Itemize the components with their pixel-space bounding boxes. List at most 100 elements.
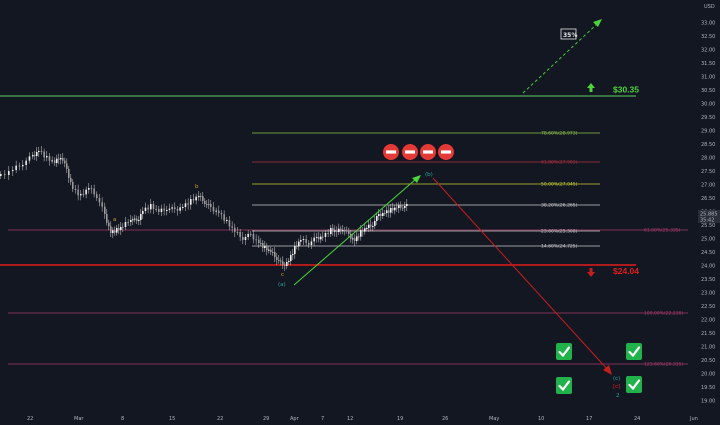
candle-body <box>174 207 176 209</box>
candle-body <box>80 194 82 196</box>
candle-body <box>294 246 296 254</box>
stop-sign-icon <box>383 144 399 160</box>
fib-ext-label-618: 61.80%(25.335) <box>644 228 681 234</box>
fib-label-146: 14.60%(24.725) <box>541 244 578 250</box>
candle-body <box>376 216 378 221</box>
candle-body <box>298 241 300 247</box>
candle-body <box>187 203 189 205</box>
candle-body <box>400 205 402 208</box>
candle-body <box>360 230 362 237</box>
candle-body <box>284 265 286 266</box>
price-axis-label: 31.00 <box>701 75 715 81</box>
candle-body <box>110 226 112 233</box>
candle-body <box>198 196 200 197</box>
candle-body <box>114 230 116 233</box>
candle-body <box>160 208 163 212</box>
candle-body <box>48 156 51 161</box>
price-axis[interactable]: USD 33.00 32.50 32.00 31.50 31.00 30.50 30.00 2… <box>698 4 720 405</box>
price-axis-label: 29.50 <box>701 115 715 121</box>
candle-body <box>242 237 244 240</box>
candle-body <box>308 243 310 245</box>
wave-label-2: 2 <box>616 393 620 399</box>
time-axis-label: 17 <box>586 416 592 422</box>
candle-body <box>244 237 247 240</box>
candle-body <box>171 207 173 209</box>
time-axis-label: 8 <box>121 416 124 422</box>
fib-label-786: 78.60%(28.973) <box>541 131 578 137</box>
candlestick-series[interactable] <box>0 146 408 271</box>
candle-body <box>127 222 129 223</box>
time-axis[interactable]: 22 Mar 8 15 22 29 Apr 7 12 19 26 May 10 17 24 Jun <box>27 416 698 422</box>
candle-body <box>120 227 122 230</box>
candle-body <box>155 209 157 210</box>
candle-body <box>179 207 181 211</box>
candle-body <box>286 262 288 266</box>
candle-body <box>239 232 241 237</box>
fib-ext-label-1236: 123.60%(20.315) <box>644 362 684 368</box>
fib-retracement[interactable]: 78.60%(28.973) 61.80%(27.903) 50.00%(27.… <box>252 131 600 250</box>
candle-body <box>358 236 360 238</box>
price-axis-label: 24.00 <box>701 264 715 270</box>
candle-body <box>370 224 372 227</box>
candle-body <box>372 226 374 227</box>
price-axis-label: 30.50 <box>701 88 715 94</box>
candle-body <box>122 227 124 228</box>
price-axis-label: 25.50 <box>701 223 715 229</box>
stop-sign-icon <box>402 144 418 160</box>
fib-label-382: 38.20%(26.265) <box>541 203 578 209</box>
candle-body <box>272 252 274 253</box>
candle-body <box>313 237 315 242</box>
candle-body <box>340 228 342 231</box>
price-axis-currency: USD <box>704 4 715 10</box>
candle-body <box>64 160 66 164</box>
candle-body <box>212 207 215 212</box>
candle-body <box>200 196 202 197</box>
candle-body <box>228 220 231 227</box>
price-axis-label: 28.00 <box>701 156 715 162</box>
candle-body <box>396 207 398 209</box>
target-up-label: $30.35 <box>613 85 639 95</box>
candle-body <box>182 207 184 208</box>
price-axis-label: 27.00 <box>701 183 715 189</box>
candle-body <box>208 204 210 205</box>
candle-body <box>15 165 17 170</box>
candle-body <box>54 160 56 163</box>
candle-body <box>390 208 392 213</box>
candle-body <box>296 246 298 247</box>
time-axis-label: 22 <box>217 416 223 422</box>
candle-body <box>260 243 262 244</box>
candle-body <box>350 234 352 239</box>
candle-body <box>66 163 68 169</box>
candle-body <box>134 218 136 220</box>
candle-body <box>38 151 40 152</box>
candle-body <box>404 206 406 208</box>
candle-body <box>85 189 87 195</box>
time-axis-label: May <box>489 416 499 422</box>
candle-body <box>34 155 36 156</box>
price-axis-label: 25.00 <box>701 237 715 243</box>
time-axis-label: Jun <box>689 416 698 422</box>
candle-body <box>32 155 34 157</box>
candle-body <box>140 214 142 220</box>
time-axis-label: 22 <box>27 416 33 422</box>
time-axis-label: 15 <box>169 416 175 422</box>
candle-body <box>354 238 356 241</box>
candle-body <box>46 156 48 158</box>
candle-body <box>88 188 90 190</box>
candle-body <box>356 236 358 241</box>
candle-body <box>378 214 380 216</box>
time-axis-label: 7 <box>321 416 324 422</box>
candle-body <box>352 238 354 240</box>
candle-body <box>206 204 208 205</box>
candle-body <box>280 260 282 262</box>
candle-body <box>366 228 368 229</box>
price-axis-label: 28.50 <box>701 142 715 148</box>
projection-up-arrow <box>293 175 421 286</box>
candle-body <box>334 230 336 232</box>
candle-body <box>252 234 255 240</box>
time-axis-label: 24 <box>634 416 640 422</box>
candle-body <box>218 210 220 213</box>
price-axis-label: 20.50 <box>701 358 715 364</box>
candle-body <box>302 239 305 240</box>
